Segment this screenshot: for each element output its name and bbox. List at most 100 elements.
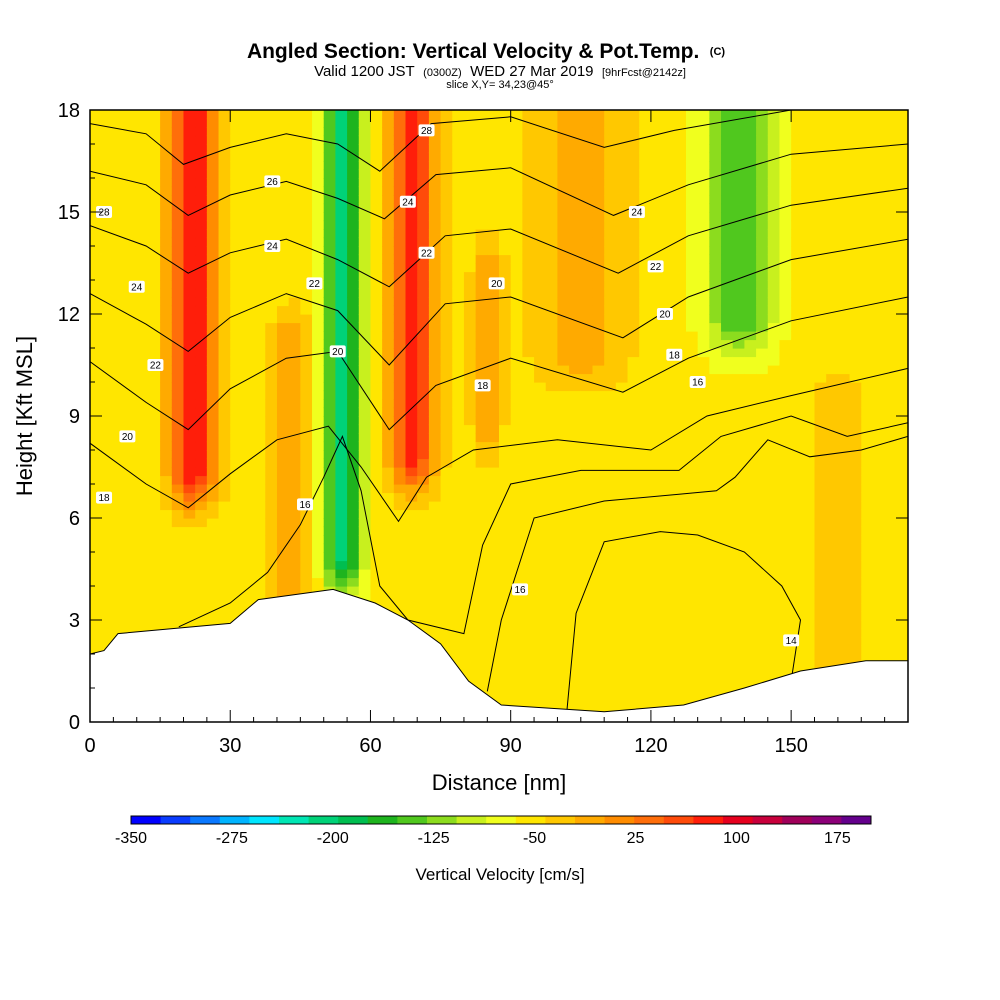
velocity-cell: [534, 679, 547, 689]
velocity-cell: [335, 237, 348, 247]
velocity-cell: [791, 373, 804, 383]
velocity-cell: [487, 628, 500, 638]
velocity-cell: [265, 475, 278, 485]
velocity-cell: [335, 186, 348, 196]
velocity-cell: [358, 416, 372, 426]
velocity-cell: [814, 178, 827, 188]
velocity-cell: [604, 552, 617, 562]
velocity-cell: [510, 594, 523, 604]
velocity-cell: [580, 611, 594, 621]
velocity-cell: [101, 220, 114, 230]
velocity-cell: [393, 229, 407, 239]
velocity-cell: [674, 416, 687, 426]
velocity-cell: [370, 314, 383, 324]
velocity-cell: [802, 416, 816, 426]
velocity-cell: [534, 186, 547, 196]
velocity-cell: [884, 220, 897, 230]
velocity-cell: [265, 280, 278, 290]
velocity-cell: [580, 679, 594, 689]
velocity-cell: [230, 407, 243, 417]
velocity-cell: [849, 110, 862, 120]
velocity-cell: [627, 288, 640, 298]
velocity-cell: [884, 195, 897, 205]
velocity-cell: [732, 611, 745, 621]
velocity-cell: [569, 645, 582, 655]
velocity-cell: [358, 169, 372, 179]
velocity-cell: [802, 186, 816, 196]
velocity-cell: [370, 161, 383, 171]
velocity-cell: [335, 569, 348, 579]
velocity-cell: [253, 127, 266, 137]
velocity-cell: [347, 280, 360, 290]
velocity-cell: [592, 679, 605, 689]
velocity-cell: [160, 373, 173, 383]
velocity-cell: [650, 603, 664, 613]
velocity-cell: [312, 178, 325, 188]
velocity-cell: [347, 518, 360, 528]
velocity-cell: [382, 169, 395, 179]
velocity-cell: [452, 305, 465, 315]
velocity-cell: [639, 509, 652, 519]
velocity-cell: [183, 144, 196, 154]
velocity-cell: [183, 161, 196, 171]
velocity-cell: [265, 254, 278, 264]
velocity-cell: [872, 390, 886, 400]
velocity-cell: [160, 144, 173, 154]
velocity-cell: [405, 365, 418, 375]
velocity-cell: [440, 356, 453, 366]
velocity-cell: [767, 441, 781, 451]
velocity-cell: [534, 424, 547, 434]
velocity-cell: [230, 356, 243, 366]
velocity-cell: [791, 620, 804, 630]
velocity-cell: [697, 152, 710, 162]
velocity-cell: [697, 220, 710, 230]
velocity-cell: [276, 399, 290, 409]
velocity-cell: [627, 492, 640, 502]
velocity-cell: [884, 314, 897, 324]
velocity-cell: [510, 501, 523, 511]
velocity-cell: [697, 144, 710, 154]
velocity-cell: [837, 118, 851, 128]
velocity-cell: [697, 560, 710, 570]
velocity-cell: [218, 390, 231, 400]
velocity-cell: [580, 526, 594, 536]
velocity-cell: [709, 288, 722, 298]
velocity-cell: [499, 220, 512, 230]
velocity-cell: [592, 339, 605, 349]
velocity-cell: [241, 127, 255, 137]
velocity-cell: [230, 339, 243, 349]
velocity-cell: [592, 390, 605, 400]
velocity-cell: [744, 399, 757, 409]
velocity-cell: [627, 280, 640, 290]
velocity-cell: [872, 373, 886, 383]
velocity-cell: [312, 416, 325, 426]
velocity-cell: [230, 611, 243, 621]
velocity-cell: [884, 305, 897, 315]
velocity-cell: [826, 509, 839, 519]
velocity-cell: [300, 186, 313, 196]
velocity-cell: [417, 611, 430, 621]
velocity-cell: [557, 484, 570, 494]
velocity-cell: [160, 526, 173, 536]
velocity-cell: [849, 356, 862, 366]
velocity-cell: [206, 560, 220, 570]
velocity-cell: [253, 314, 266, 324]
velocity-cell: [534, 169, 547, 179]
velocity-cell: [837, 603, 851, 613]
velocity-cell: [136, 577, 150, 587]
velocity-cell: [744, 186, 757, 196]
velocity-cell: [615, 671, 629, 681]
velocity-cell: [136, 560, 150, 570]
velocity-cell: [475, 195, 488, 205]
velocity-cell: [744, 127, 757, 137]
velocity-cell: [417, 348, 430, 358]
velocity-cell: [639, 339, 652, 349]
velocity-cell: [592, 407, 605, 417]
velocity-cell: [475, 509, 488, 519]
velocity-cell: [557, 518, 570, 528]
velocity-cell: [744, 433, 757, 443]
velocity-cell: [417, 577, 430, 587]
velocity-cell: [732, 203, 745, 213]
velocity-cell: [370, 169, 383, 179]
velocity-cell: [347, 560, 360, 570]
